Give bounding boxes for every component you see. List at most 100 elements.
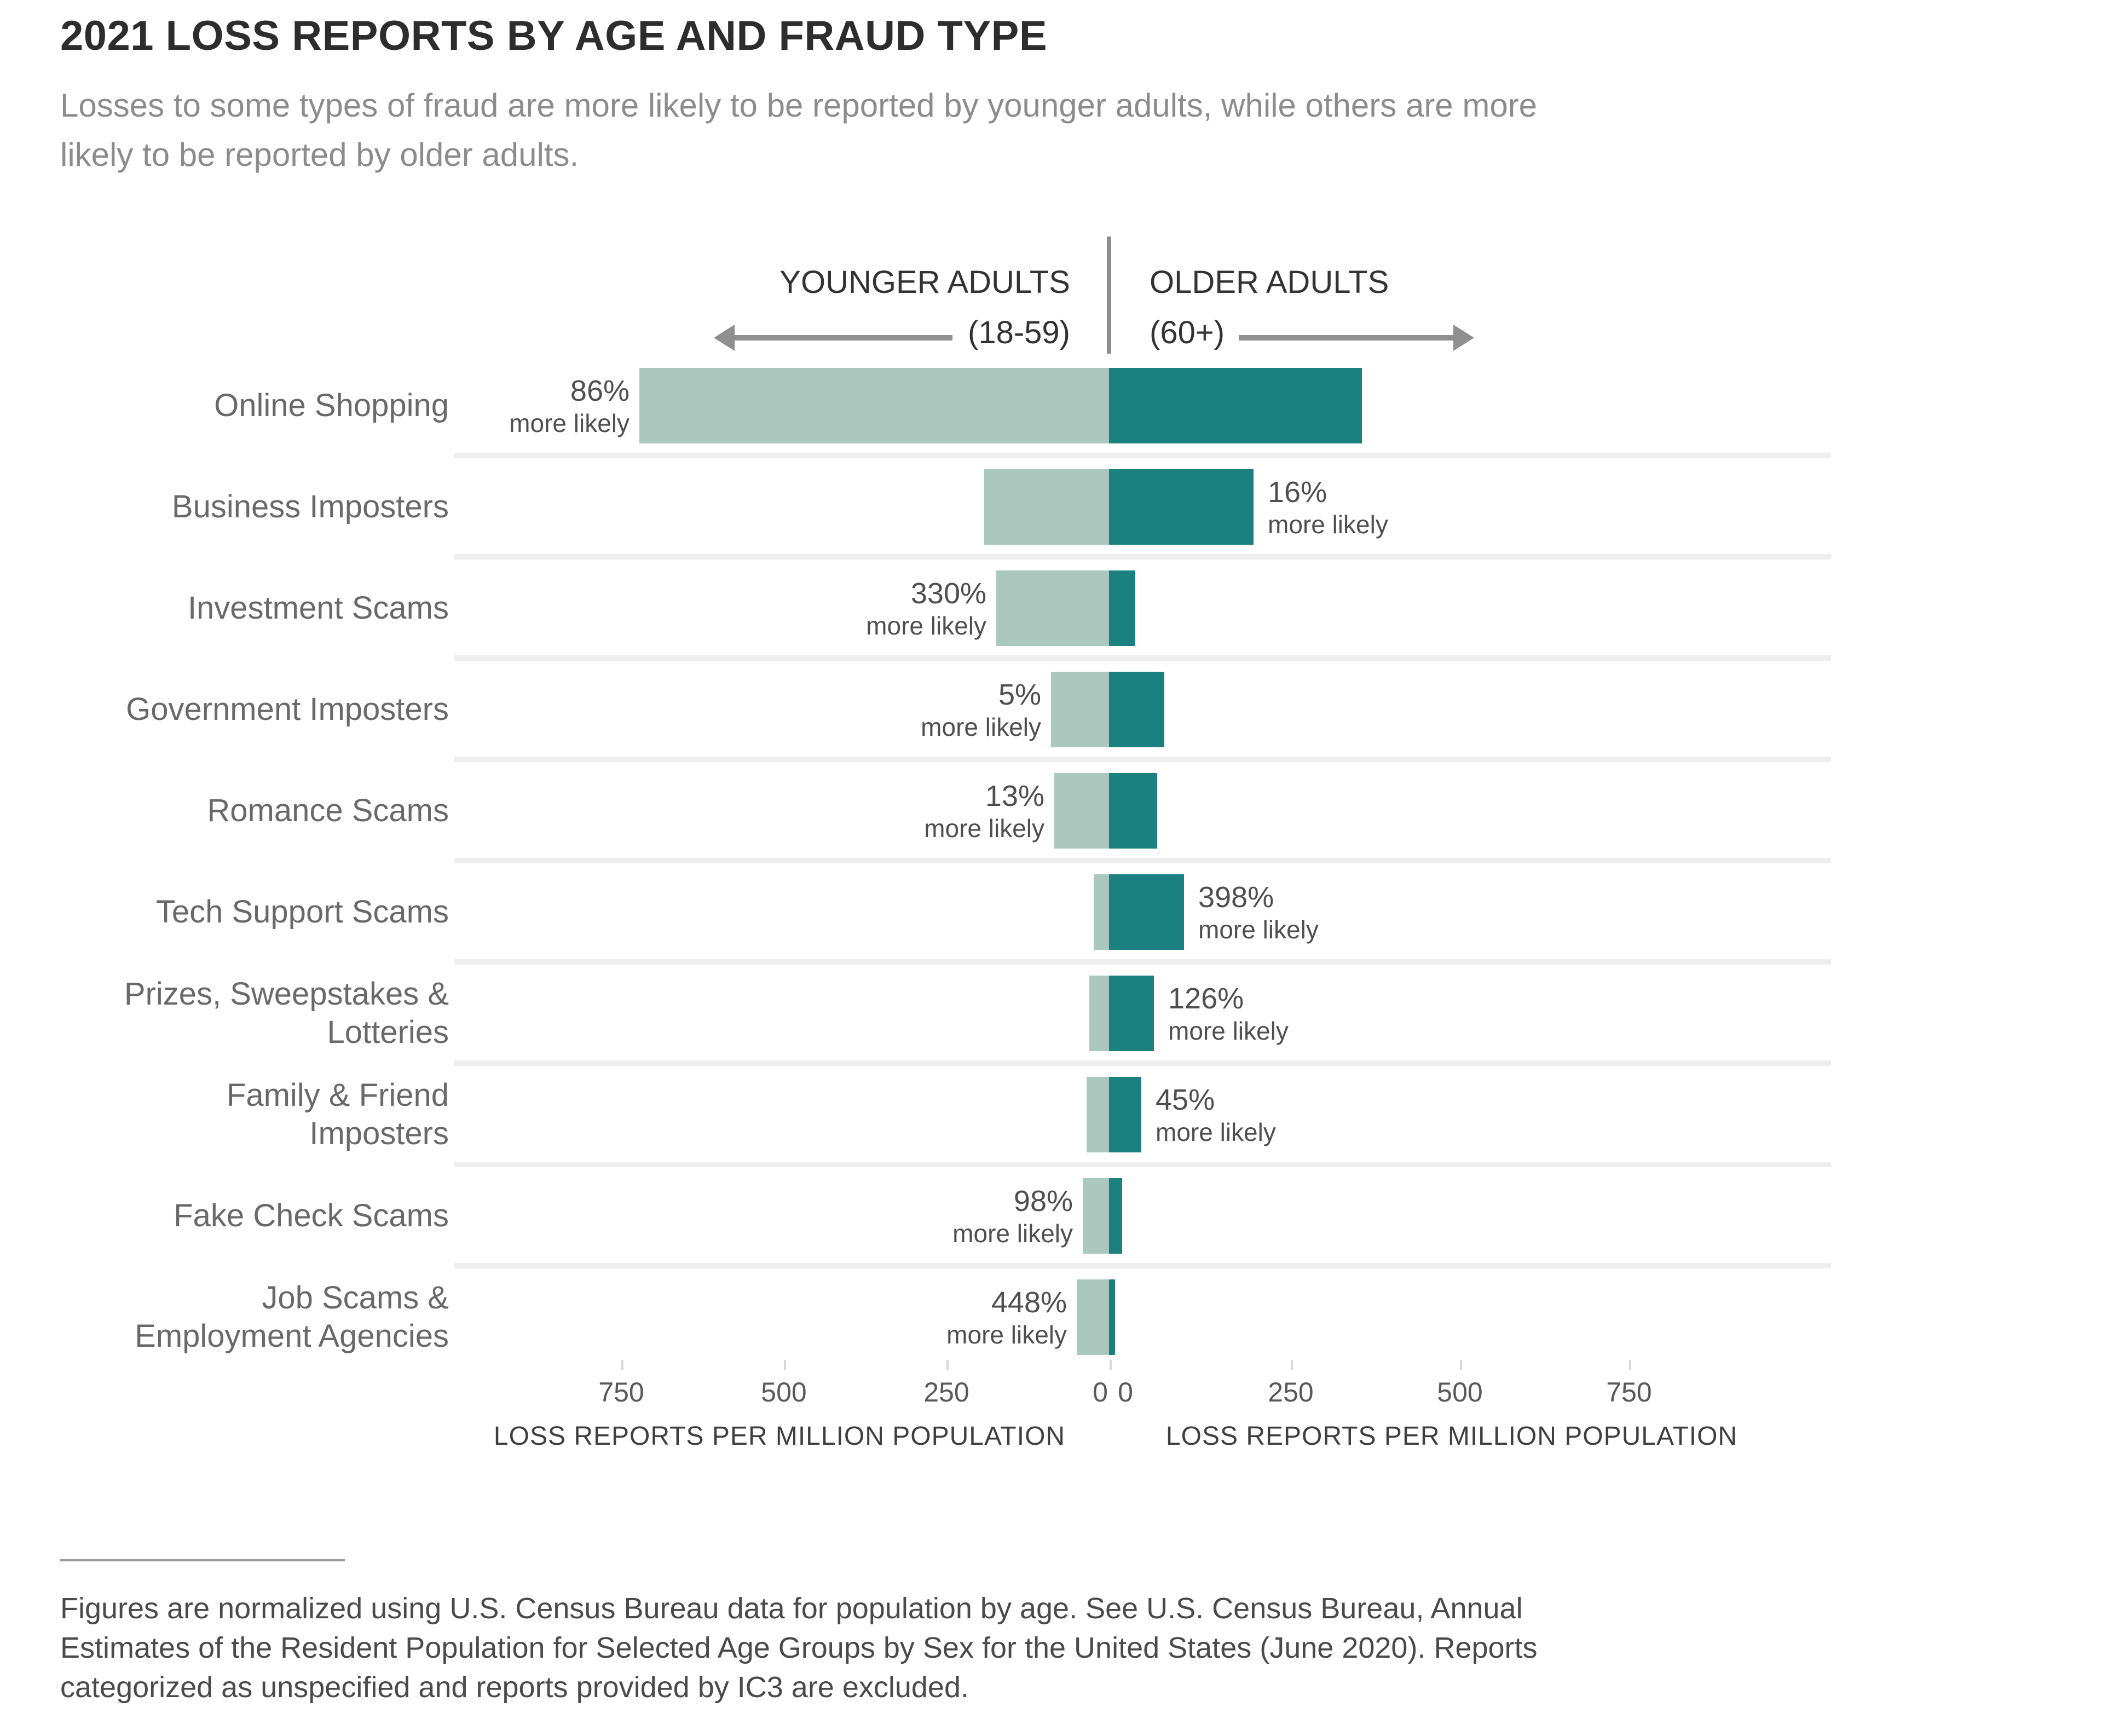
annotation-percent: 13% (985, 780, 1044, 812)
annotation-more-likely: 16% more likely (1268, 469, 1388, 545)
bar-older (1109, 1077, 1141, 1152)
annotation-more-likely: 13% more likely (924, 773, 1044, 849)
left-axis-title: LOSS REPORTS PER MILLION POPULATION (493, 1422, 1066, 1451)
annotation-more-likely: 98% more likely (952, 1178, 1073, 1254)
left-axis-tick-label: 750 (598, 1377, 644, 1408)
annotation-percent: 126% (1168, 982, 1244, 1015)
annotation-sub: more likely (946, 1320, 1067, 1349)
annotation-percent: 330% (910, 577, 986, 610)
bar-younger (984, 469, 1109, 545)
annotation-percent: 45% (1156, 1083, 1215, 1116)
row-separator (454, 1060, 1831, 1066)
bar-younger (1077, 1279, 1109, 1355)
axis-tickmark (946, 1360, 949, 1370)
annotation-percent: 86% (570, 374, 630, 407)
page-title: 2021 LOSS REPORTS BY AGE AND FRAUD TYPE (60, 13, 1048, 59)
bar-younger (1051, 672, 1109, 747)
category-label: Investment Scams (187, 590, 449, 626)
category-label: Tech Support Scams (155, 894, 449, 930)
legend-older-adults: OLDER ADULTS (60+) (1150, 257, 1389, 358)
annotation-more-likely: 330% more likely (866, 570, 986, 646)
category-label: Online Shopping (214, 388, 449, 423)
annotation-more-likely: 5% more likely (921, 672, 1041, 747)
annotation-sub: more likely (1168, 1017, 1289, 1045)
left-axis-tick-label: 500 (761, 1377, 807, 1408)
axis-tickmark (1110, 1360, 1112, 1370)
category-label: Government Imposters (126, 691, 449, 727)
axis-tickmark (621, 1360, 623, 1370)
annotation-sub: more likely (952, 1219, 1073, 1248)
annotation-percent: 5% (998, 678, 1041, 711)
older-adults-range: (60+) (1150, 315, 1225, 350)
annotation-sub: more likely (509, 409, 630, 437)
bar-older (1109, 368, 1362, 443)
category-label: Job Scams & Employment Agencies (135, 1280, 449, 1354)
bar-older (1109, 874, 1184, 950)
footnote-rule (60, 1559, 345, 1561)
annotation-percent: 448% (991, 1286, 1067, 1319)
annotation-sub: more likely (1156, 1118, 1276, 1146)
annotation-sub: more likely (866, 612, 986, 640)
right-axis-tick-label: 250 (1268, 1377, 1314, 1408)
right-axis-tick-label: 500 (1437, 1377, 1483, 1408)
right-axis-tick-label: 750 (1606, 1377, 1652, 1408)
bar-older (1109, 469, 1254, 545)
legend-younger-adults: YOUNGER ADULTS (18-59) (779, 257, 1070, 358)
annotation-sub: more likely (921, 713, 1041, 741)
annotation-more-likely: 398% more likely (1198, 874, 1319, 950)
category-label: Prizes, Sweepstakes & Lotteries (124, 976, 449, 1050)
annotation-more-likely: 45% more likely (1156, 1077, 1276, 1152)
center-divider-line (1107, 237, 1111, 354)
bar-younger (1087, 1077, 1109, 1152)
category-label: Business Imposters (171, 489, 449, 524)
bar-older (1109, 1178, 1122, 1254)
bar-younger (1094, 874, 1109, 950)
row-separator (454, 1263, 1831, 1268)
row-separator (454, 959, 1831, 965)
annotation-sub: more likely (1198, 915, 1319, 944)
bar-older (1109, 672, 1164, 747)
row-separator (454, 1162, 1831, 1167)
figure-subtitle: Losses to some types of fraud are more l… (60, 87, 1538, 173)
annotation-more-likely: 448% more likely (946, 1279, 1067, 1355)
category-label: Family & Friend Imposters (226, 1077, 449, 1151)
right-axis-tick-label: 0 (1118, 1377, 1133, 1408)
axis-tickmark (1291, 1360, 1293, 1370)
row-separator (454, 757, 1831, 762)
footnote-text: Figures are normalized using U.S. Census… (60, 1592, 1538, 1704)
bar-older (1109, 1279, 1115, 1355)
left-arrow-line (734, 335, 952, 341)
row-separator (454, 453, 1831, 458)
row-separator (454, 554, 1831, 560)
right-arrow-icon (1453, 325, 1474, 351)
category-label: Romance Scams (207, 793, 449, 828)
left-axis-tick-label: 0 (1093, 1377, 1108, 1408)
bar-younger (1083, 1178, 1109, 1254)
annotation-percent: 16% (1268, 476, 1327, 509)
row-separator (454, 655, 1831, 661)
annotation-more-likely: 86% more likely (509, 368, 630, 443)
axis-tickmark (1629, 1360, 1631, 1370)
category-label: Fake Check Scams (174, 1198, 449, 1233)
bar-older (1109, 773, 1157, 849)
annotation-sub: more likely (924, 814, 1044, 843)
bar-younger (639, 368, 1109, 443)
left-arrow-icon (714, 325, 735, 351)
annotation-more-likely: 126% more likely (1168, 976, 1289, 1051)
axis-tickmark (784, 1360, 786, 1370)
bar-older (1109, 976, 1154, 1051)
axis-tickmark (1460, 1360, 1462, 1370)
row-separator (454, 858, 1831, 863)
right-axis-title: LOSS REPORTS PER MILLION POPULATION (1165, 1422, 1738, 1451)
annotation-sub: more likely (1268, 510, 1388, 539)
younger-adults-range: (18-59) (968, 315, 1070, 350)
left-axis-tick-label: 250 (923, 1377, 969, 1408)
right-arrow-line (1239, 335, 1458, 341)
bar-younger (996, 570, 1109, 646)
annotation-percent: 398% (1198, 881, 1274, 914)
bar-younger (1089, 976, 1109, 1051)
older-adults-label: OLDER ADULTS (1150, 264, 1389, 300)
annotation-percent: 98% (1013, 1185, 1073, 1218)
younger-adults-label: YOUNGER ADULTS (779, 264, 1070, 300)
